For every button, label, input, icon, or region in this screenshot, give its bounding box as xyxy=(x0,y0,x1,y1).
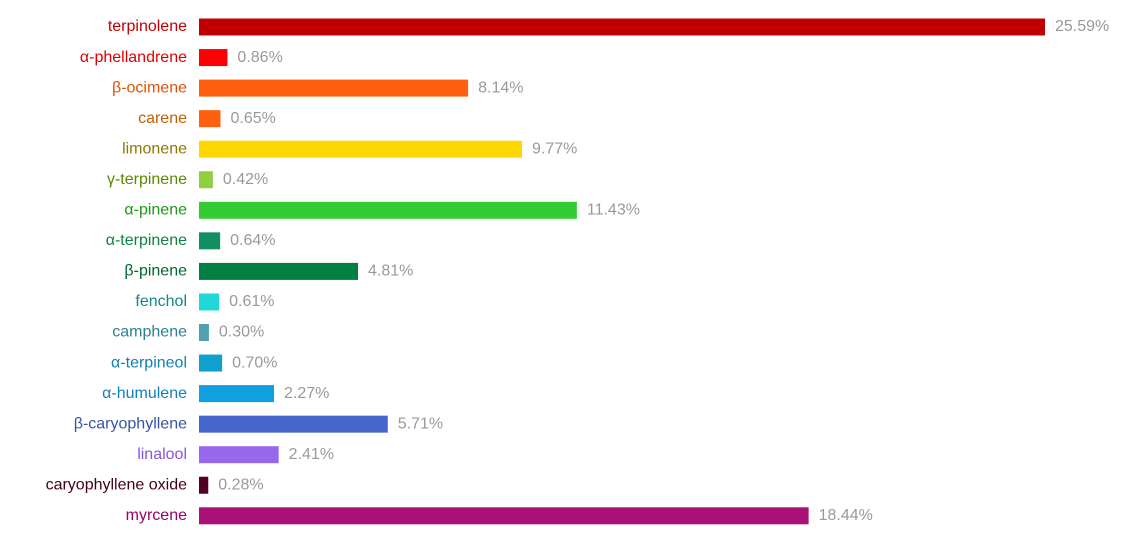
value-label: 11.43% xyxy=(587,202,640,219)
bar xyxy=(199,140,522,158)
value-label: 0.30% xyxy=(219,324,264,341)
bar xyxy=(199,79,469,97)
bar xyxy=(199,201,577,219)
bar xyxy=(199,415,388,433)
category-label: α-humulene xyxy=(102,385,187,402)
bar xyxy=(199,18,1045,36)
value-label: 0.65% xyxy=(230,110,275,127)
bar xyxy=(199,232,221,250)
category-label: α-pinene xyxy=(124,202,187,219)
value-label: 0.86% xyxy=(237,49,282,66)
value-label: 0.61% xyxy=(229,293,274,310)
category-label: γ-terpinene xyxy=(107,171,187,188)
bar xyxy=(199,171,213,189)
value-label: 5.71% xyxy=(398,415,443,432)
bar xyxy=(199,507,809,525)
category-label: myrcene xyxy=(126,507,187,524)
bar xyxy=(199,324,209,341)
category-label: α-terpineol xyxy=(111,354,187,371)
bar xyxy=(199,262,359,280)
category-label: linalool xyxy=(137,446,187,463)
value-label: 0.28% xyxy=(218,476,263,493)
category-label: fenchol xyxy=(135,293,187,310)
category-label: terpinolene xyxy=(108,18,187,35)
value-label: 25.59% xyxy=(1055,18,1109,35)
bar xyxy=(199,49,228,67)
bar xyxy=(199,293,220,311)
value-label: 2.27% xyxy=(284,385,329,402)
value-label: 0.64% xyxy=(230,232,275,249)
category-label: caryophyllene oxide xyxy=(46,476,188,493)
bar xyxy=(199,385,275,403)
category-label: α-terpinene xyxy=(106,232,187,249)
bar xyxy=(199,354,223,372)
category-label: α-phellandrene xyxy=(80,49,187,66)
category-label: β-ocimene xyxy=(112,79,187,96)
bar xyxy=(199,476,209,494)
bar xyxy=(199,110,221,128)
category-label: β-caryophyllene xyxy=(74,415,187,432)
bar xyxy=(199,446,279,464)
value-label: 4.81% xyxy=(368,263,413,280)
category-label: camphene xyxy=(112,324,187,341)
value-label: 8.14% xyxy=(478,79,523,96)
value-label: 0.42% xyxy=(223,171,268,188)
category-label: limonene xyxy=(122,140,187,157)
value-label: 18.44% xyxy=(819,507,873,524)
value-label: 2.41% xyxy=(289,446,334,463)
category-label: carene xyxy=(138,110,187,127)
value-label: 0.70% xyxy=(232,354,277,371)
category-label: β-pinene xyxy=(124,263,187,280)
value-label: 9.77% xyxy=(532,140,577,157)
